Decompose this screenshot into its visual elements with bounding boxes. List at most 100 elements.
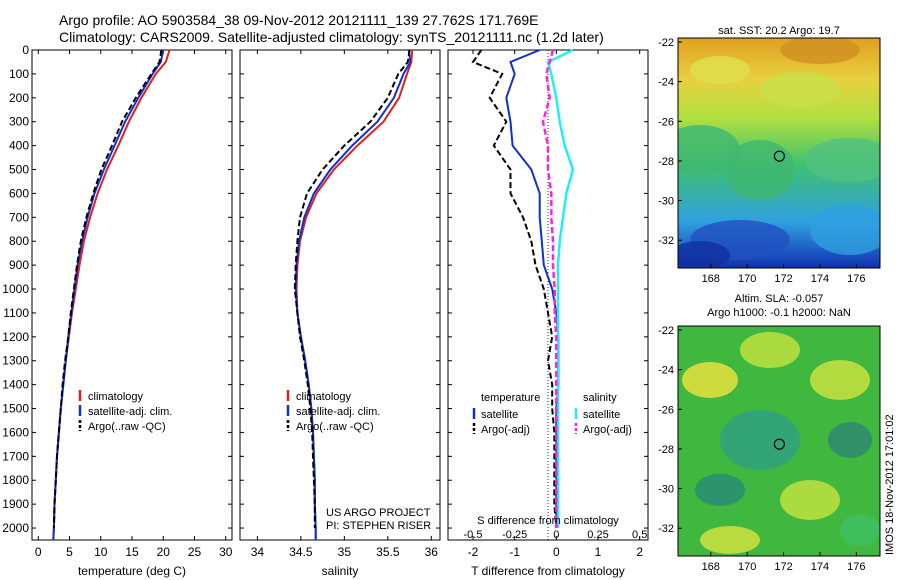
heatmap-patch bbox=[780, 38, 860, 64]
y-tick-label: 400 bbox=[9, 139, 29, 153]
s-tick-label: 0 bbox=[553, 529, 559, 541]
temperature-lines bbox=[52, 49, 171, 541]
legend-label: Argo(-adj) bbox=[583, 424, 632, 436]
salinity-legend: climatology satellite-adj. clim. Argo(..ra… bbox=[286, 390, 380, 433]
sst-map-frame bbox=[677, 37, 881, 269]
series-line-salinity-satellite bbox=[546, 48, 575, 528]
legend-title-salinity: salinity bbox=[583, 392, 617, 404]
x-tick-label: -1 bbox=[509, 545, 520, 559]
x-tick-label: 34.5 bbox=[289, 545, 313, 559]
map-x-tick-label: 174 bbox=[811, 273, 829, 285]
y-tick-label: 1800 bbox=[2, 473, 29, 487]
x-tick-label: 30 bbox=[219, 545, 233, 559]
heatmap-patch bbox=[682, 362, 738, 398]
y-tick-label: 100 bbox=[9, 67, 29, 81]
heatmap-patch bbox=[695, 474, 745, 506]
heatmap-patch bbox=[828, 422, 872, 458]
x-tick-label: 0 bbox=[553, 545, 560, 559]
salinity-plot-frame bbox=[239, 49, 441, 541]
heatmap-patch bbox=[805, 138, 880, 182]
sst-map-panel: sat. SST: 20.2 Argo: 19.7 168 170 172 174 17… bbox=[658, 25, 881, 285]
x-tick-label: 15 bbox=[125, 545, 139, 559]
map-y-tick-label: -26 bbox=[658, 404, 674, 416]
series-line-argo-raw-qc- bbox=[293, 49, 411, 528]
y-tick-label: 1000 bbox=[2, 282, 29, 296]
y-tick-label: 1200 bbox=[2, 330, 29, 344]
s-difference-tick-labels: -0.5 -0.25 0 0.25 0.5 bbox=[464, 529, 648, 541]
heatmap-patch bbox=[690, 56, 750, 84]
heatmap-patch bbox=[720, 410, 800, 470]
map-x-tick-label: 172 bbox=[774, 561, 792, 573]
s-tick-label: -0.25 bbox=[502, 529, 527, 541]
x-tick-label: 34 bbox=[251, 545, 265, 559]
y-tick-label: 700 bbox=[9, 210, 29, 224]
difference-lines bbox=[471, 48, 575, 529]
difference-legend: temperature salinity satellite Argo(-adj) sa… bbox=[472, 392, 632, 436]
heatmap-patch bbox=[810, 205, 880, 255]
salinity-ticks: 34 34.5 35 35.5 36 bbox=[240, 49, 440, 559]
legend-label: Argo(..raw -QC) bbox=[88, 421, 166, 433]
temperature-plot-frame bbox=[31, 49, 233, 541]
map-y-tick-label: -32 bbox=[658, 523, 674, 535]
legend-label: climatology bbox=[296, 391, 352, 403]
credit-pi: PI: STEPHEN RISER bbox=[326, 520, 431, 532]
series-line-salinity-argo-adj- bbox=[541, 49, 558, 528]
y-tick-label: 500 bbox=[9, 163, 29, 177]
heatmap-patch bbox=[678, 125, 740, 175]
heatmap-patch bbox=[700, 526, 760, 554]
s-difference-xlabel: S difference from climatology bbox=[477, 515, 619, 527]
x-tick-label: 25 bbox=[188, 545, 202, 559]
y-tick-label: 1500 bbox=[2, 402, 29, 416]
x-tick-label: 36 bbox=[425, 545, 439, 559]
map-x-tick-label: 168 bbox=[702, 273, 720, 285]
y-tick-label: 1300 bbox=[2, 354, 29, 368]
y-tick-label: 1100 bbox=[3, 306, 29, 320]
y-tick-label: 1900 bbox=[2, 497, 29, 511]
temperature-ticks: 0 5 10 15 20 25 300100200300400500600700800900… bbox=[2, 43, 232, 559]
difference-ticks: -2 -1 0 1 2 bbox=[448, 49, 648, 559]
salinity-panel: 34 34.5 35 35.5 36 salinity climatology satel… bbox=[239, 49, 441, 578]
s-tick-label: -0.5 bbox=[464, 529, 483, 541]
t-difference-xlabel: T difference from climatology bbox=[471, 564, 625, 578]
x-tick-label: 5 bbox=[66, 545, 73, 559]
x-tick-label: 20 bbox=[157, 545, 171, 559]
heatmap-patch bbox=[780, 480, 840, 520]
legend-title-temperature: temperature bbox=[481, 392, 540, 404]
sla-map-subtitle: Argo h1000: -0.1 h2000: NaN bbox=[707, 307, 851, 319]
y-tick-label: 1700 bbox=[2, 449, 29, 463]
y-tick-label: 0 bbox=[22, 43, 29, 57]
y-tick-label: 1600 bbox=[2, 425, 29, 439]
y-tick-label: 300 bbox=[9, 115, 29, 129]
figure-title-line1: Argo profile: AO 5903584_38 09-Nov-2012 … bbox=[59, 12, 539, 28]
sla-map-title: Altim. SLA: -0.057 bbox=[735, 293, 824, 305]
map-x-tick-label: 176 bbox=[847, 273, 865, 285]
map-x-tick-label: 170 bbox=[738, 561, 756, 573]
map-y-tick-label: -24 bbox=[658, 77, 674, 89]
temperature-xlabel: temperature (deg C) bbox=[78, 564, 186, 578]
sla-argo-location-marker bbox=[773, 438, 785, 450]
legend-label: satellite-adj. clim. bbox=[296, 406, 380, 418]
sla-map-ticks: 168 170 172 174 176 -22 -24 -26 -28 -30 -32 bbox=[658, 325, 865, 573]
map-y-tick-label: -30 bbox=[658, 196, 674, 208]
sst-argo-location-marker bbox=[773, 150, 785, 162]
legend-label: Argo(..raw -QC) bbox=[296, 421, 374, 433]
difference-plot-frame bbox=[447, 49, 649, 541]
sla-map-panel: Altim. SLA: -0.057 Argo h1000: -0.1 h200… bbox=[658, 293, 881, 573]
y-tick-label: 1400 bbox=[2, 378, 29, 392]
temperature-panel: 0 5 10 15 20 25 300100200300400500600700800900… bbox=[2, 43, 232, 578]
map-x-tick-label: 176 bbox=[847, 561, 865, 573]
series-line-temperature-argo-adj- bbox=[471, 49, 558, 529]
map-y-tick-label: -26 bbox=[658, 116, 674, 128]
map-y-tick-label: -28 bbox=[658, 444, 674, 456]
x-tick-label: 35 bbox=[338, 545, 352, 559]
map-y-tick-label: -22 bbox=[658, 37, 674, 49]
y-tick-label: 200 bbox=[9, 91, 29, 105]
y-tick-label: 600 bbox=[9, 186, 29, 200]
legend-label: satellite bbox=[481, 409, 518, 421]
figure-title-line2: Climatology: CARS2009. Satellite-adjuste… bbox=[59, 29, 604, 45]
legend-label: Argo(-adj) bbox=[481, 424, 530, 436]
credit-project: US ARGO PROJECT bbox=[326, 507, 431, 519]
salinity-xlabel: salinity bbox=[322, 564, 359, 578]
map-x-tick-label: 168 bbox=[702, 561, 720, 573]
